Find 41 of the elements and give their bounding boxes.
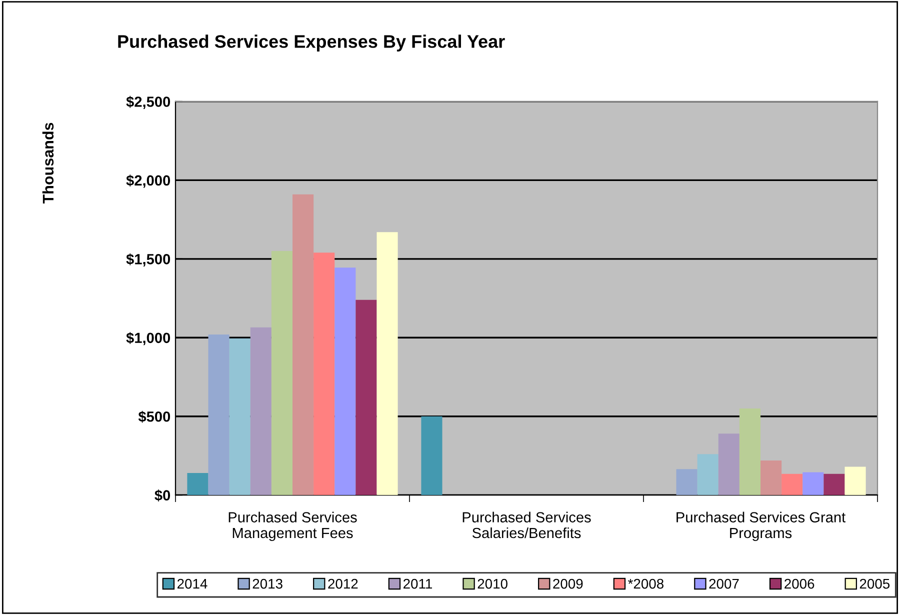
legend-label: 2007 xyxy=(709,578,739,589)
bar xyxy=(250,327,272,496)
legend-label: 2005 xyxy=(860,578,890,589)
bar xyxy=(421,416,442,496)
bar xyxy=(760,460,782,496)
legend-label: 2010 xyxy=(478,578,508,589)
legend-label: 2012 xyxy=(328,578,358,589)
bar xyxy=(271,251,292,496)
legend-label: *2008 xyxy=(628,578,664,589)
bar xyxy=(229,338,250,496)
bar xyxy=(844,466,866,496)
bar xyxy=(697,454,718,496)
y-tick-label: $1,000 xyxy=(126,332,170,346)
legend-label: 2011 xyxy=(404,578,432,589)
y-tick-label: $500 xyxy=(138,410,170,423)
y-tick-label: $2,500 xyxy=(126,96,170,110)
legend-label: 2006 xyxy=(784,578,814,589)
y-tick-label: $1,500 xyxy=(126,253,170,266)
bar xyxy=(676,469,698,496)
legend-label: 2013 xyxy=(252,578,282,589)
x-tick-label: Purchased Services Grant Programs xyxy=(676,512,846,542)
bar xyxy=(334,268,356,496)
legend-label: 2009 xyxy=(553,578,583,589)
y-tick-label: $2,000 xyxy=(126,174,170,188)
y-axis-title: Thousands xyxy=(42,122,54,204)
y-tick-label: $0 xyxy=(154,490,170,502)
bar xyxy=(824,474,845,496)
bar xyxy=(187,473,208,496)
legend-label: 2014 xyxy=(177,578,208,589)
bar xyxy=(356,300,377,496)
bar xyxy=(782,474,803,496)
bar xyxy=(314,252,335,496)
chart-title: Purchased Services Expenses By Fiscal Year xyxy=(118,34,505,52)
bar xyxy=(292,194,314,496)
bar xyxy=(802,472,824,496)
bar xyxy=(208,334,230,496)
x-tick-label: Purchased Services Salaries/Benefits xyxy=(462,512,591,538)
x-tick-label: Purchased Services Management Fees xyxy=(228,512,357,542)
bar xyxy=(376,232,398,496)
bar xyxy=(739,408,760,496)
bar xyxy=(718,434,740,496)
